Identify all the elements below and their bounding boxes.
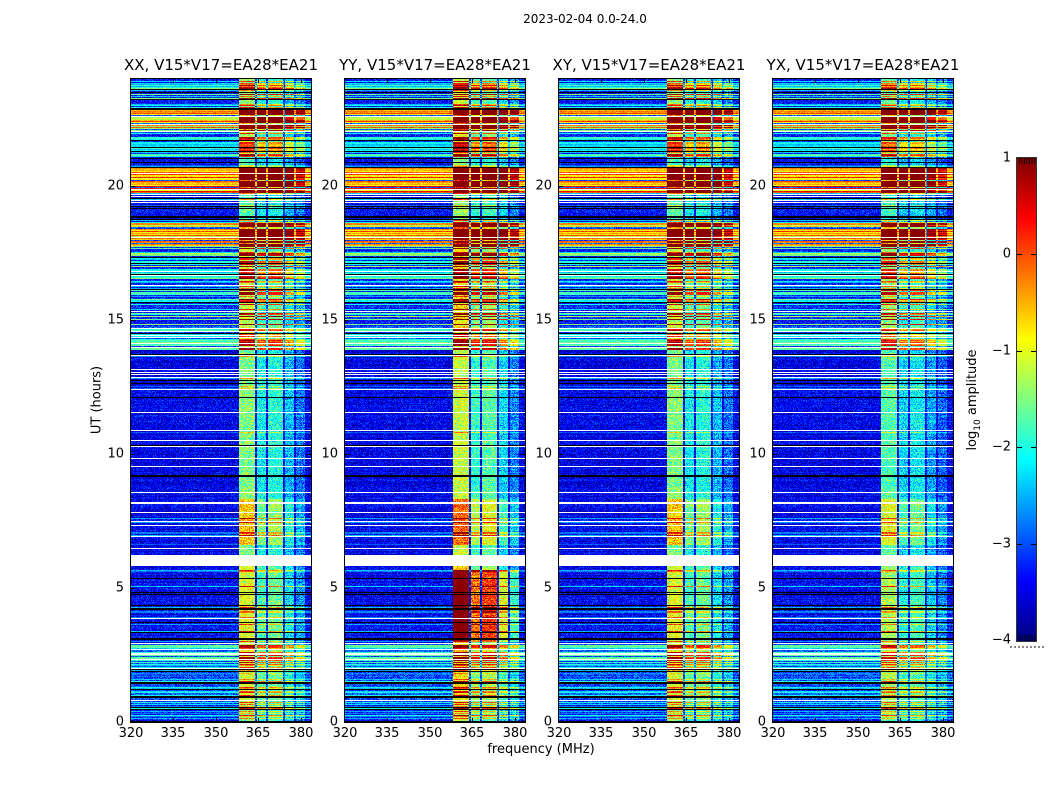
x-tick-label: 365 (459, 726, 485, 741)
colorbar-tick-label: −3 (991, 536, 1011, 552)
y-tick-label: 0 (329, 714, 338, 730)
y-tick-label: 0 (115, 714, 124, 730)
spectrogram-canvas-xy (558, 78, 740, 723)
x-tick-label: 380 (930, 726, 956, 741)
x-tick-label: 320 (760, 726, 786, 741)
panel-title-xy: XY, V15*V17=EA28*EA21 (552, 56, 746, 74)
y-tick-label: 15 (107, 312, 124, 328)
y-tick-label: 20 (749, 178, 766, 194)
y-tick-label: 15 (321, 312, 338, 328)
x-tick-label: 380 (288, 726, 314, 741)
x-tick-label: 365 (673, 726, 699, 741)
y-tick-label: 5 (757, 580, 766, 596)
y-tick-label: 20 (107, 178, 124, 194)
colorbar-label: log10 amplitude (965, 349, 983, 451)
x-tick-label: 320 (118, 726, 144, 741)
y-tick-label: 20 (535, 178, 552, 194)
colorbar (1016, 157, 1037, 642)
spectrogram-canvas-yx (772, 78, 954, 723)
x-tick-label: 320 (546, 726, 572, 741)
x-tick-label: 350 (203, 726, 229, 741)
x-tick-label: 335 (588, 726, 614, 741)
x-tick-label: 335 (374, 726, 400, 741)
colorbar-tick-label: −1 (991, 343, 1011, 359)
x-tick-label: 350 (417, 726, 443, 741)
x-axis-label: frequency (MHz) (487, 742, 595, 757)
x-tick-label: 350 (631, 726, 657, 741)
y-tick-label: 15 (749, 312, 766, 328)
y-tick-label: 10 (321, 446, 338, 462)
panel-title-yx: YX, V15*V17=EA28*EA21 (766, 56, 960, 74)
colorbar-extend-dots (1010, 646, 1044, 648)
spectrogram-canvas-yy (344, 78, 526, 723)
y-tick-label: 10 (535, 446, 552, 462)
colorbar-tick-label: −4 (991, 632, 1011, 648)
x-tick-label: 350 (845, 726, 871, 741)
y-tick-label: 5 (115, 580, 124, 596)
figure-title: 2023-02-04 0.0-24.0 (523, 12, 647, 26)
panel-title-yy: YY, V15*V17=EA28*EA21 (339, 56, 531, 74)
colorbar-tick-label: −2 (991, 439, 1011, 455)
x-tick-label: 365 (245, 726, 271, 741)
y-tick-label: 5 (329, 580, 338, 596)
x-tick-label: 335 (802, 726, 828, 741)
x-tick-label: 380 (716, 726, 742, 741)
colorbar-tick-label: 0 (1002, 246, 1011, 262)
x-tick-label: 335 (160, 726, 186, 741)
y-tick-label: 0 (543, 714, 552, 730)
spectrogram-canvas-xx (130, 78, 312, 723)
y-tick-label: 15 (535, 312, 552, 328)
x-tick-label: 380 (502, 726, 528, 741)
y-tick-label: 5 (543, 580, 552, 596)
y-tick-label: 10 (107, 446, 124, 462)
y-tick-label: 20 (321, 178, 338, 194)
x-tick-label: 365 (887, 726, 913, 741)
panel-title-xx: XX, V15*V17=EA28*EA21 (123, 56, 319, 74)
y-tick-label: 10 (749, 446, 766, 462)
y-tick-label: 0 (757, 714, 766, 730)
x-tick-label: 320 (332, 726, 358, 741)
y-axis-label: UT (hours) (89, 365, 105, 435)
colorbar-tick-label: 1 (1002, 150, 1011, 166)
